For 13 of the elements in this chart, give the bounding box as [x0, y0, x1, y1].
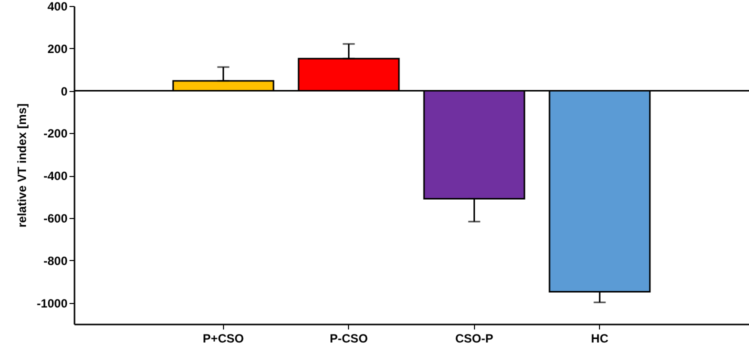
- y-axis-title: relative VT index [ms]: [14, 103, 29, 228]
- y-tick-label: -400: [43, 169, 68, 184]
- y-tick-label: 400: [47, 0, 68, 14]
- y-tick-label: 200: [47, 42, 68, 56]
- x-tick-label: CSO-P: [455, 332, 494, 346]
- y-tick-label: -1000: [36, 296, 68, 310]
- y-tick-label: -800: [43, 254, 68, 268]
- y-tick-label: -600: [43, 212, 68, 226]
- x-tick-label: HC: [591, 332, 609, 346]
- y-tick-label: 0: [60, 84, 68, 98]
- x-tick-label: P+CSO: [202, 332, 244, 346]
- y-tick-label: -200: [43, 126, 68, 141]
- x-tick-label: P-CSO: [330, 332, 368, 346]
